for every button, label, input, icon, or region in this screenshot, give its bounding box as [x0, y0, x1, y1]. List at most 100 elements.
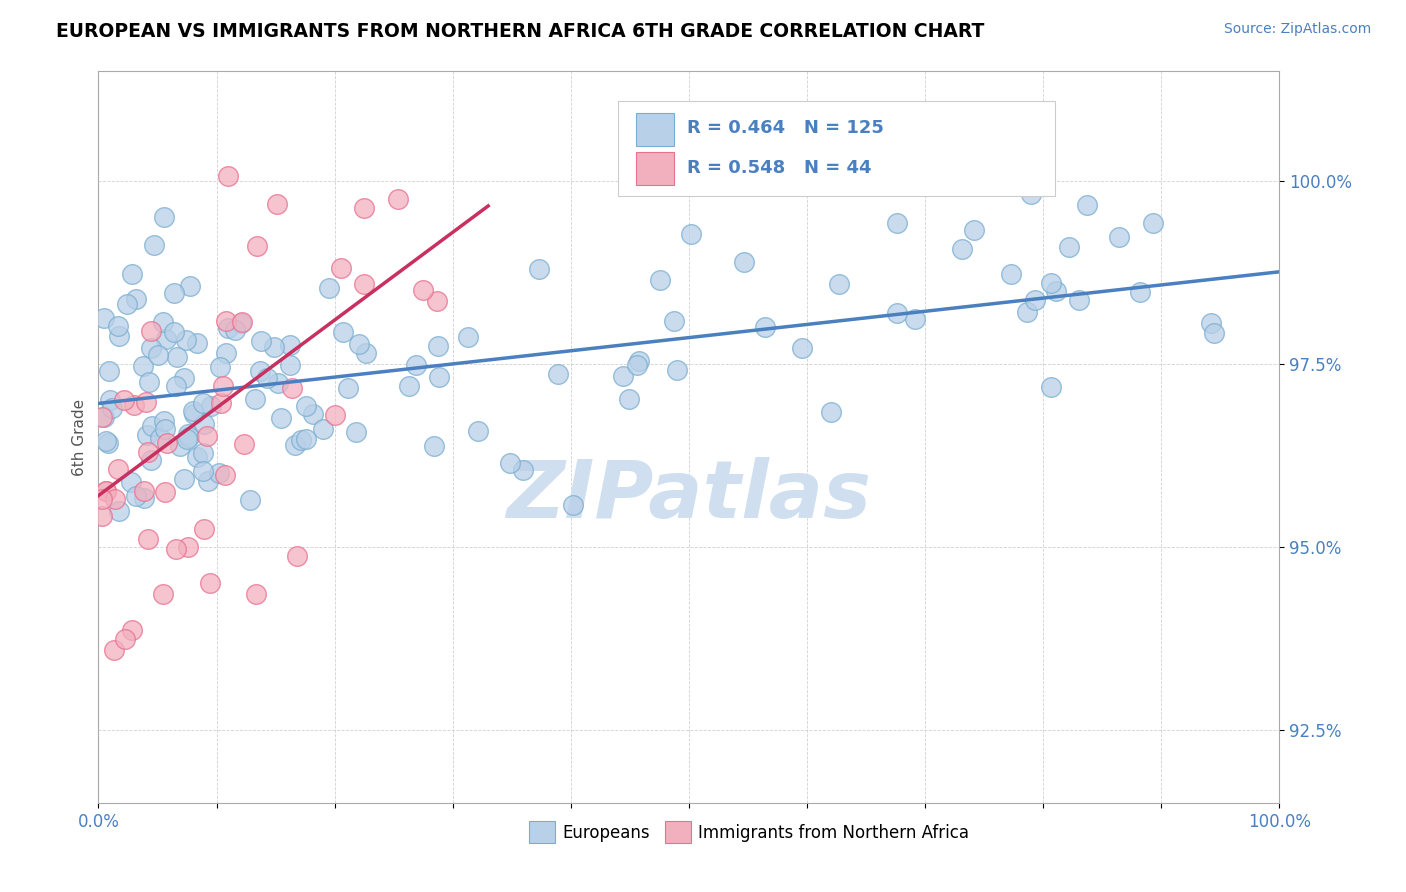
- Point: [139, 324, 162, 338]
- Point: [239, 493, 262, 508]
- Point: [904, 312, 927, 326]
- Point: [302, 407, 325, 421]
- Point: [1076, 198, 1098, 212]
- Point: [733, 255, 755, 269]
- Point: [191, 396, 214, 410]
- Point: [112, 393, 135, 408]
- Point: [290, 433, 312, 447]
- Point: [153, 211, 176, 225]
- Point: [231, 315, 253, 329]
- Point: [886, 306, 908, 320]
- Point: [107, 462, 129, 476]
- Point: [425, 293, 447, 308]
- Point: [325, 409, 347, 423]
- Point: [318, 281, 340, 295]
- Point: [136, 532, 159, 546]
- Point: [217, 169, 239, 184]
- Point: [177, 430, 200, 444]
- Point: [405, 358, 427, 372]
- Point: [1129, 285, 1152, 299]
- Point: [353, 201, 375, 215]
- Point: [423, 439, 446, 453]
- Point: [467, 424, 489, 438]
- Point: [125, 488, 148, 502]
- Point: [280, 358, 302, 372]
- Point: [1015, 305, 1038, 319]
- Point: [143, 238, 166, 252]
- Point: [195, 429, 218, 443]
- Point: [1040, 380, 1063, 394]
- Bar: [530, 821, 555, 843]
- Point: [243, 392, 266, 406]
- Point: [193, 417, 215, 431]
- Point: [208, 466, 231, 480]
- Point: [104, 491, 127, 506]
- Point: [344, 425, 367, 440]
- Text: ZIPatlas: ZIPatlas: [506, 457, 872, 534]
- Point: [165, 379, 187, 393]
- Point: [427, 370, 450, 384]
- Point: [114, 632, 136, 647]
- Bar: [636, 152, 673, 185]
- Point: [177, 426, 200, 441]
- Point: [295, 433, 318, 447]
- Point: [387, 193, 409, 207]
- Point: [349, 336, 371, 351]
- Point: [193, 464, 215, 478]
- Point: [1204, 326, 1226, 340]
- Point: [263, 340, 285, 354]
- Point: [98, 392, 121, 407]
- Point: [181, 404, 204, 418]
- Point: [681, 227, 703, 242]
- Point: [229, 316, 252, 330]
- Text: Immigrants from Northern Africa: Immigrants from Northern Africa: [699, 824, 969, 842]
- Point: [186, 450, 208, 464]
- Point: [950, 242, 973, 256]
- Point: [165, 541, 187, 556]
- Point: [193, 446, 215, 460]
- Point: [886, 216, 908, 230]
- Point: [218, 321, 240, 335]
- Point: [828, 277, 851, 291]
- Point: [512, 463, 534, 477]
- Point: [211, 378, 233, 392]
- Point: [134, 483, 156, 498]
- Point: [200, 399, 222, 413]
- Point: [174, 333, 197, 347]
- Bar: [665, 821, 692, 843]
- Point: [246, 239, 269, 253]
- Text: EUROPEAN VS IMMIGRANTS FROM NORTHERN AFRICA 6TH GRADE CORRELATION CHART: EUROPEAN VS IMMIGRANTS FROM NORTHERN AFR…: [56, 22, 984, 41]
- Point: [353, 277, 375, 291]
- Point: [295, 400, 318, 414]
- Point: [1108, 230, 1130, 244]
- Point: [179, 279, 201, 293]
- Point: [91, 508, 114, 523]
- Point: [197, 474, 219, 488]
- Point: [617, 392, 640, 406]
- Point: [311, 422, 333, 436]
- Point: [1040, 276, 1063, 290]
- Point: [963, 222, 986, 236]
- Point: [96, 483, 118, 498]
- Point: [173, 472, 195, 486]
- Point: [163, 286, 186, 301]
- Point: [166, 350, 188, 364]
- Point: [132, 359, 155, 374]
- Point: [141, 419, 163, 434]
- Point: [91, 491, 114, 506]
- Point: [256, 371, 278, 385]
- Point: [354, 346, 377, 360]
- Point: [1067, 293, 1090, 307]
- Point: [1000, 267, 1022, 281]
- Point: [134, 491, 156, 505]
- Point: [336, 381, 359, 395]
- Point: [1024, 293, 1046, 307]
- Point: [233, 437, 256, 451]
- Point: [792, 341, 814, 355]
- Point: [612, 368, 634, 383]
- Point: [281, 381, 304, 395]
- Point: [820, 405, 842, 419]
- Point: [163, 326, 186, 340]
- Point: [547, 367, 569, 381]
- Point: [626, 358, 648, 372]
